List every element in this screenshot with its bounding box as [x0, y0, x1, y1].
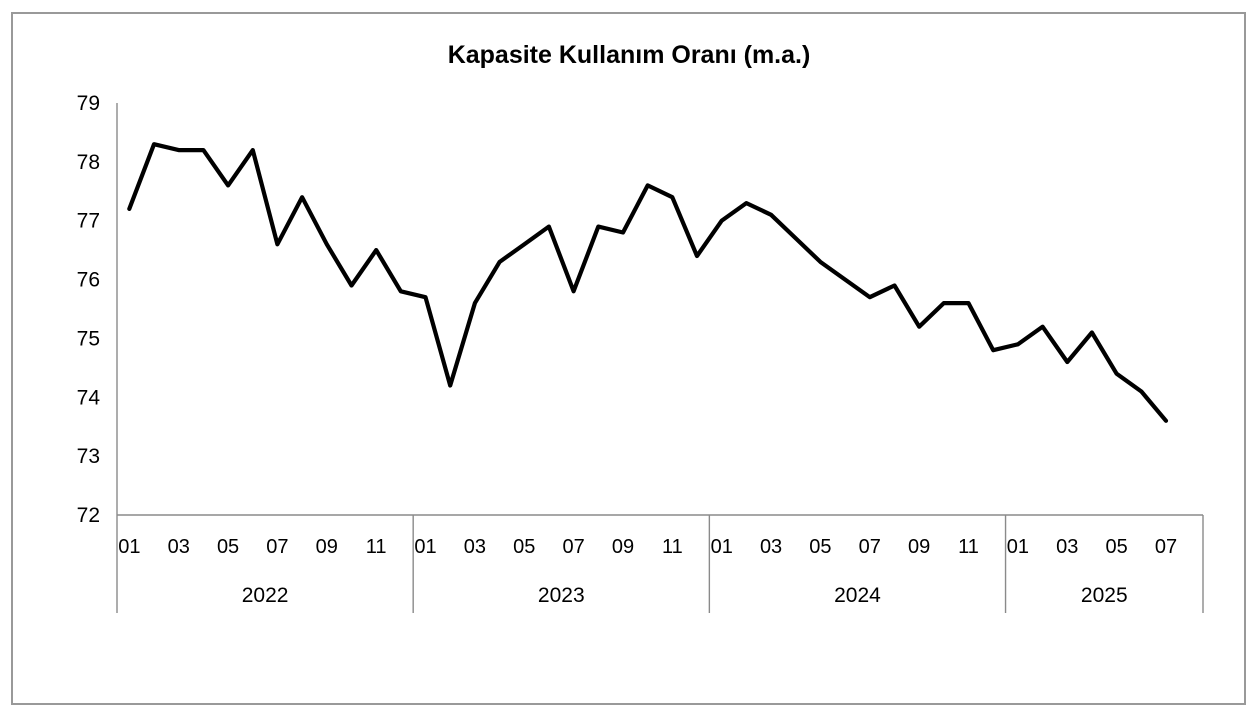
x-axis-month-label: 03 — [464, 536, 486, 558]
x-axis-month-label: 05 — [1105, 536, 1127, 558]
frame-border — [11, 12, 1246, 705]
y-axis-tick-label: 74 — [77, 386, 101, 409]
x-axis-month-label: 07 — [1155, 536, 1177, 558]
y-axis-tick-label: 77 — [77, 210, 100, 233]
x-axis-month-label: 03 — [1056, 536, 1078, 558]
x-axis-month-label: 05 — [217, 536, 239, 558]
x-axis-month-label: 11 — [958, 536, 979, 558]
x-axis-month-label: 11 — [662, 536, 683, 558]
x-axis-month-label: 05 — [513, 536, 535, 558]
x-axis-month-label: 03 — [168, 536, 190, 558]
x-axis-month-label: 09 — [316, 536, 338, 558]
x-axis-month-label: 07 — [266, 536, 288, 558]
x-axis-year-label: 2024 — [834, 584, 881, 607]
x-axis-year-label: 2022 — [242, 584, 289, 607]
y-axis-tick-label: 75 — [77, 327, 100, 350]
x-axis-month-label: 01 — [118, 536, 140, 558]
y-axis-tick-label: 76 — [77, 269, 100, 292]
x-axis-month-label: 07 — [859, 536, 881, 558]
x-axis-month-label: 03 — [760, 536, 782, 558]
x-axis-month-label: 11 — [366, 536, 387, 558]
series-line — [127, 142, 1169, 423]
x-axis-month-label: 09 — [908, 536, 930, 558]
x-axis-month-label: 07 — [562, 536, 584, 558]
x-axis-month-label: 01 — [414, 536, 436, 558]
y-axis-tick-label: 78 — [77, 151, 100, 174]
chart-plot-area: 72 73 74 75 76 77 78 79 01 03 05 07 09 11 2022 01 03 05 07… — [11, 12, 1246, 705]
x-axis-month-label: 09 — [612, 536, 634, 558]
x-axis-month-label: 01 — [1007, 536, 1029, 558]
y-axis-tick-label: 73 — [77, 445, 100, 468]
x-axis-year-label: 2023 — [538, 584, 585, 607]
x-axis-year-label: 2025 — [1081, 584, 1128, 607]
chart-title: Kapasite Kullanım Oranı (m.a.) — [448, 41, 811, 69]
x-axis-month-label: 05 — [809, 536, 831, 558]
y-axis-tick-label: 79 — [77, 92, 100, 115]
y-axis-tick-label: 72 — [77, 504, 100, 527]
x-axis-month-label: 01 — [711, 536, 733, 558]
